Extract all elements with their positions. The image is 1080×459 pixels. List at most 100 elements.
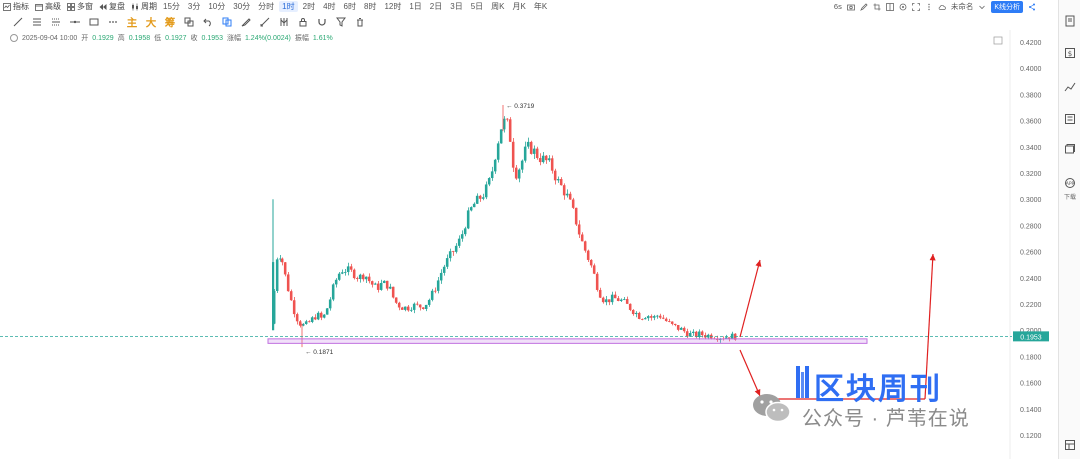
undo-icon[interactable] [202, 16, 214, 28]
svg-text:APP: APP [1066, 181, 1075, 187]
candle-body [667, 321, 671, 322]
candle-body [418, 304, 422, 308]
candle-body [619, 299, 623, 301]
candle-body [547, 158, 551, 161]
chevron-down-icon[interactable] [978, 3, 986, 11]
magnet-icon[interactable] [316, 16, 328, 28]
compare-icon[interactable] [183, 16, 195, 28]
candle-body [403, 306, 407, 310]
fib-lines-icon[interactable] [50, 16, 62, 28]
candle-body [586, 250, 590, 260]
timeframe-15[interactable]: 周K [491, 2, 505, 11]
fullscreen-icon[interactable] [911, 2, 920, 11]
timeframe-11[interactable]: 1日 [409, 2, 422, 11]
share-icon[interactable] [1028, 3, 1036, 11]
timeframe-10[interactable]: 12时 [384, 2, 402, 11]
copy-icon[interactable] [221, 16, 233, 28]
more-vertical-icon[interactable] [925, 3, 933, 11]
trendline-icon[interactable] [12, 16, 24, 28]
period-button[interactable]: 周期 [128, 0, 160, 13]
trash-icon[interactable] [354, 16, 366, 28]
timeframe-5[interactable]: 1时 [279, 1, 298, 12]
timeframe-6[interactable]: 2时 [302, 2, 316, 11]
timeframe-17[interactable]: 年K [533, 2, 548, 11]
candle-body [391, 286, 395, 298]
svg-text:$: $ [1068, 50, 1072, 58]
indicator-button[interactable]: 指标 [0, 0, 32, 13]
change-value: 1.24%(0.0024) [244, 34, 291, 42]
filter-icon[interactable] [335, 16, 347, 28]
timeframe-14[interactable]: 5日 [470, 2, 484, 11]
dollar-icon[interactable]: $ [1063, 46, 1077, 60]
timeframe-8[interactable]: 6时 [343, 2, 356, 11]
candle-body [523, 146, 527, 161]
document-icon[interactable] [1063, 14, 1077, 28]
price-chart[interactable]: 0.4200 0.4000 0.3800 0.3600 0.3400 0.3200 0.30… [0, 30, 1058, 459]
advanced-button[interactable]: 高级 [32, 0, 64, 13]
collapse-icon[interactable] [10, 34, 18, 42]
news-icon[interactable] [1063, 112, 1077, 126]
parallel-lines-icon[interactable] [31, 16, 43, 28]
kline-analysis-button[interactable]: K线分析 [991, 0, 1023, 13]
candle-body [275, 259, 279, 291]
camera-icon[interactable] [846, 3, 855, 11]
arrow-up-left [739, 259, 761, 338]
candle-body [340, 272, 344, 274]
advanced-icon [35, 3, 43, 11]
pattern-icon[interactable] [278, 16, 290, 28]
pen-icon[interactable] [859, 2, 868, 11]
candle-body [400, 307, 404, 310]
candle-body [565, 193, 569, 196]
timeframe-16[interactable]: 月K [512, 2, 526, 11]
brush-icon[interactable] [240, 16, 252, 28]
refresh-interval[interactable]: 6s [833, 2, 842, 11]
timeframe-12[interactable]: 2日 [429, 2, 443, 11]
price-tick-label: 0.1600 [1020, 381, 1042, 388]
timeframe-13[interactable]: 3日 [450, 2, 463, 11]
timeframe-0[interactable]: 15分 [163, 2, 180, 11]
timeframe-2[interactable]: 10分 [208, 2, 226, 11]
cloud-icon[interactable] [938, 3, 946, 11]
panel-icon[interactable] [1063, 438, 1077, 452]
candle-body [421, 307, 425, 309]
change-label: 涨幅 [226, 35, 241, 42]
price-tick-label: 0.2600 [1020, 250, 1042, 257]
main-force-button[interactable]: 主 [126, 16, 138, 29]
timeframe-9[interactable]: 8时 [363, 2, 377, 11]
candle-body [472, 203, 476, 208]
candle-body [628, 303, 632, 310]
big-order-button[interactable]: 大 [145, 16, 157, 29]
candle-body [361, 274, 365, 280]
more-horizontal-icon[interactable] [107, 16, 119, 28]
indicator-icon [3, 2, 11, 11]
amplitude-value: 1.61% [312, 34, 333, 42]
trend-chart-icon[interactable] [1063, 80, 1077, 94]
rectangle-icon[interactable] [88, 16, 100, 28]
candle-body [556, 179, 560, 181]
unnamed-layout-label[interactable]: 未命名 [950, 2, 974, 11]
download-label[interactable]: 下载 [1063, 195, 1076, 201]
candle-body [394, 297, 398, 303]
multi-window-button[interactable]: 多窗 [64, 0, 96, 13]
candle-body [550, 158, 554, 171]
horizontal-line-icon[interactable] [69, 16, 81, 28]
timeframe-4[interactable]: 分时 [258, 2, 275, 11]
lock-icon[interactable] [297, 16, 309, 28]
download-app-icon[interactable]: APP [1063, 176, 1077, 190]
timeframe-1[interactable]: 3分 [187, 2, 201, 11]
candlestick-svg[interactable]: 0.4200 0.4000 0.3800 0.3600 0.3400 0.3200 0.30… [0, 30, 1058, 459]
measure-icon[interactable] [259, 16, 271, 28]
timeframe-3[interactable]: 30分 [233, 2, 251, 11]
candle-body [382, 280, 386, 283]
chip-button[interactable]: 筹 [164, 16, 176, 29]
replay-button[interactable]: 复盘 [96, 0, 128, 13]
candle-body [298, 321, 302, 326]
layout-icon[interactable] [885, 2, 894, 11]
crop-icon[interactable] [873, 3, 881, 11]
candle-body [544, 155, 548, 161]
cards-icon[interactable] [1063, 142, 1077, 156]
timeframe-7[interactable]: 4时 [323, 2, 336, 11]
candle-body [658, 315, 662, 318]
indicator-label: 指标 [13, 2, 29, 11]
settings-icon[interactable] [899, 3, 907, 11]
